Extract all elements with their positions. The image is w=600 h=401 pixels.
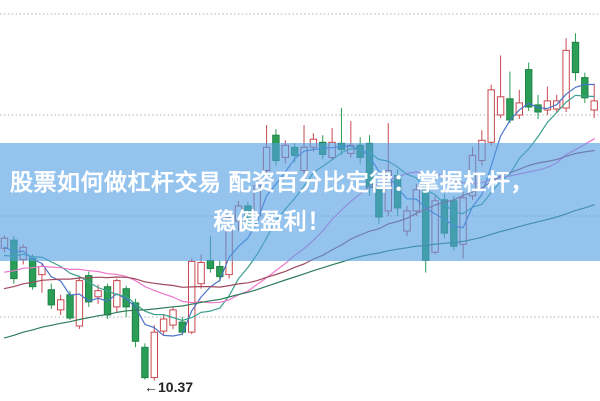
candle-body: [131, 302, 140, 342]
candle-body: [571, 41, 580, 74]
candle-body: [525, 69, 533, 108]
candle-body: [57, 299, 65, 311]
candle-body: [38, 266, 46, 276]
headline-line-2: 稳健盈利！: [213, 208, 331, 234]
candle-body: [506, 98, 514, 121]
headline-banner: 股票如何做杠杆交易 配资百分比定律：掌握杠杆， 稳健盈利！: [0, 143, 600, 261]
candle-body: [47, 289, 55, 306]
candle-body: [590, 100, 598, 111]
candle-body: [66, 294, 74, 319]
candle-body: [487, 89, 495, 143]
candle-body: [188, 260, 196, 333]
candle-body: [197, 262, 205, 285]
candle-body: [150, 331, 159, 379]
candle-body: [543, 100, 552, 111]
candle-body: [562, 49, 570, 109]
candle-body: [581, 77, 589, 99]
low-price-annotation: ←10.37: [144, 379, 194, 395]
candle-body: [85, 275, 93, 303]
headline-line-1: 股票如何做杠杆交易 配资百分比定律：掌握杠杆，: [10, 169, 534, 195]
candle-body: [94, 290, 102, 298]
candle-body: [141, 346, 149, 379]
candle-body: [159, 318, 168, 332]
candle-body: [75, 280, 84, 327]
candle-body: [515, 102, 523, 116]
candle-body: [206, 259, 215, 269]
candle-body: [496, 96, 505, 116]
